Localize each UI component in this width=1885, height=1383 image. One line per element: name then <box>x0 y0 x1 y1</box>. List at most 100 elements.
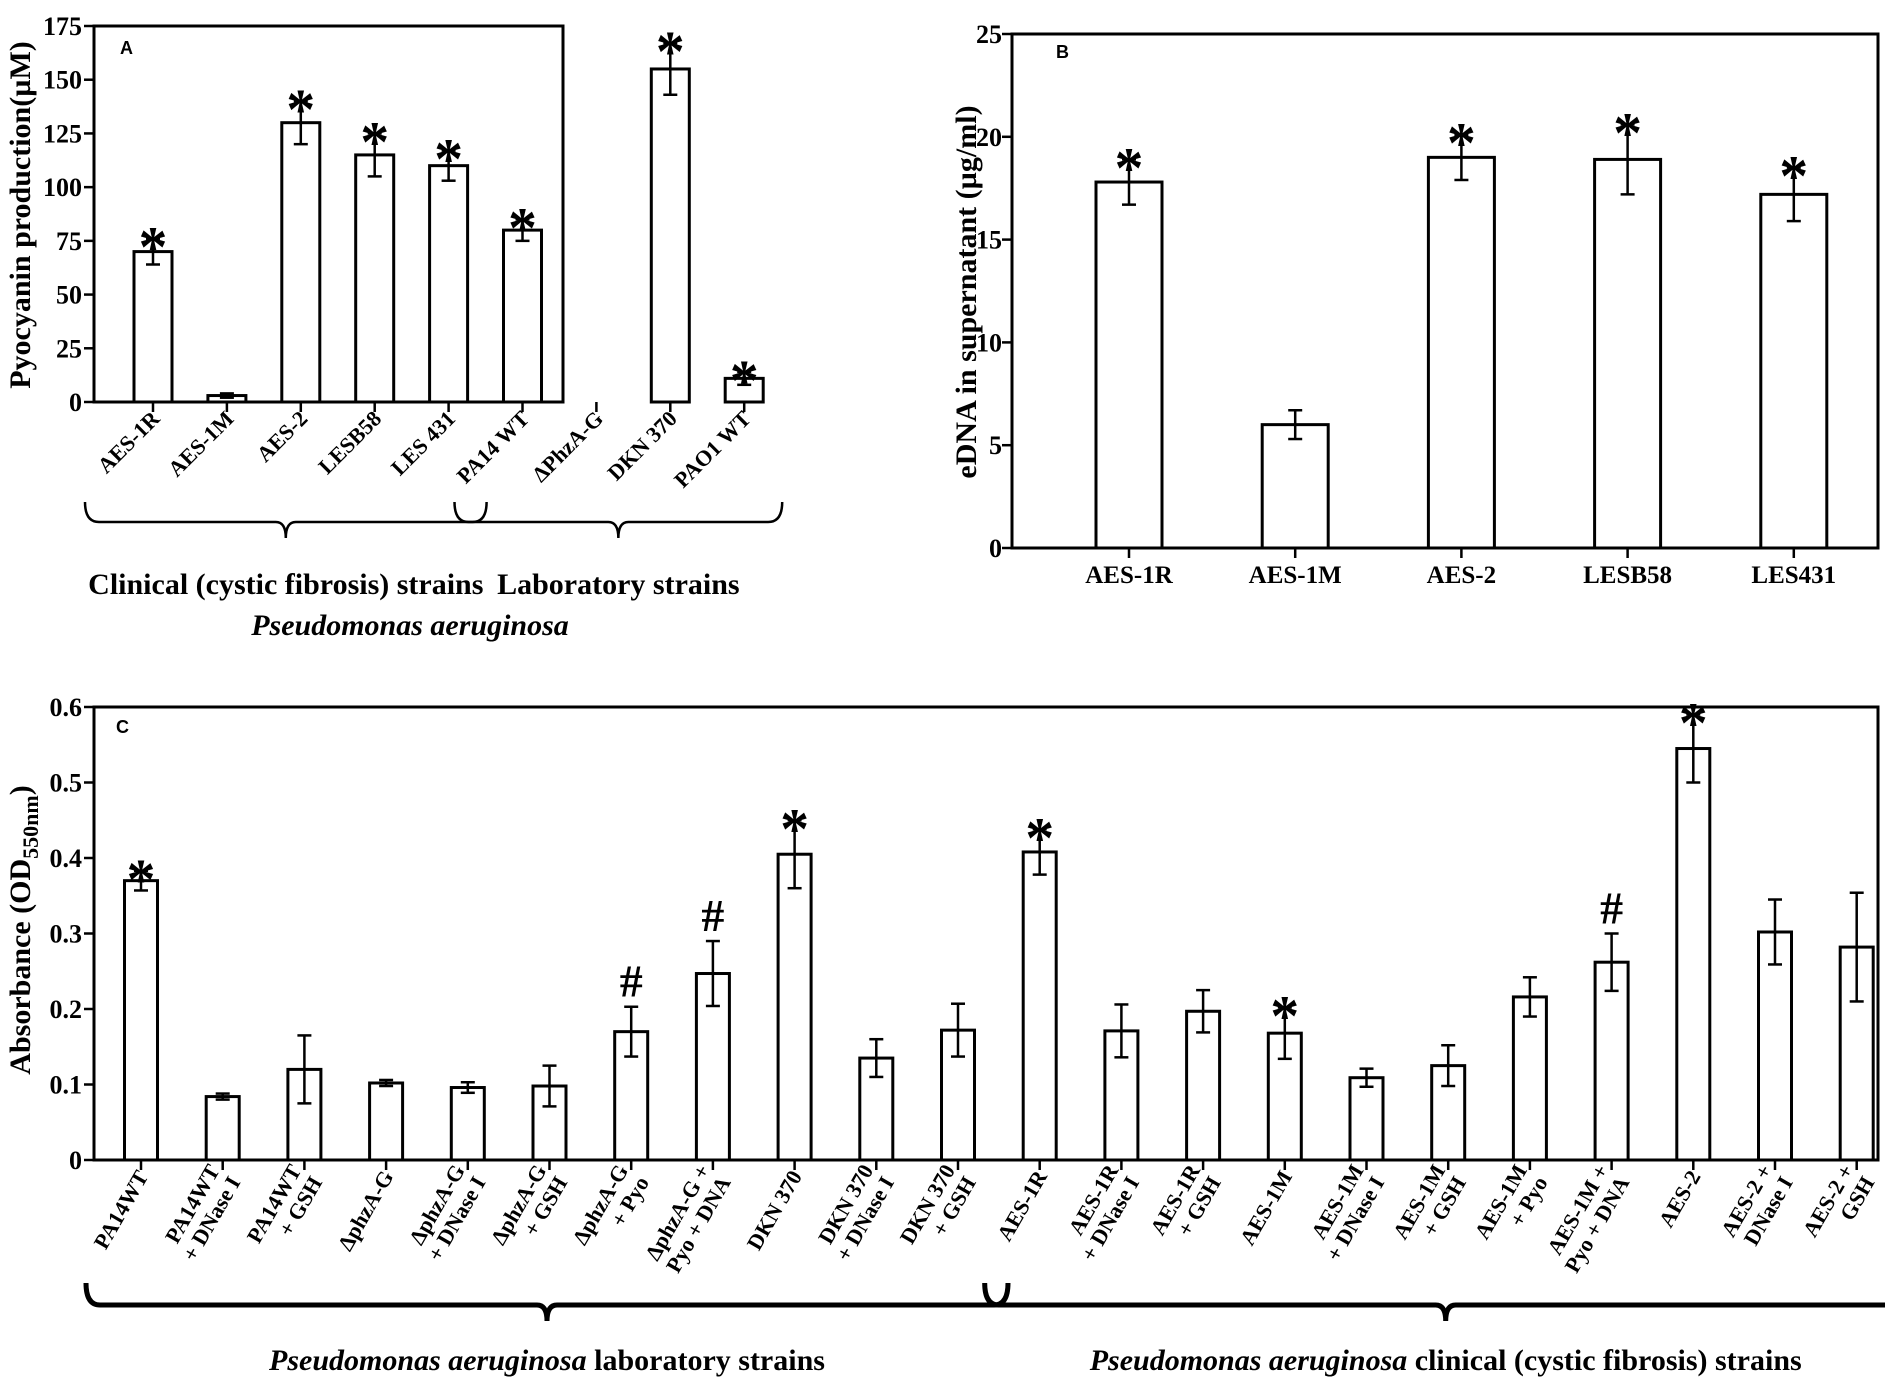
y-tick-label: 0.5 <box>50 769 83 798</box>
y-tick-label: 0 <box>989 534 1002 563</box>
y-tick-label: 0.2 <box>50 995 83 1024</box>
category-label: AES-2 <box>251 406 312 467</box>
significance-mark: * <box>286 77 315 142</box>
category-label: DKN 370+ DNase I <box>810 1160 899 1265</box>
category-label: ΔphzA-G+ Pyo <box>567 1160 654 1261</box>
category-label: AES-2 +DNase I <box>1716 1160 1798 1253</box>
bar <box>1260 423 1330 550</box>
panel-label: C <box>116 717 129 737</box>
category-label: AES-1R <box>992 1165 1053 1245</box>
significance-mark: * <box>656 19 685 84</box>
group-label: Laboratory strains <box>497 568 740 601</box>
group-label: Pseudomonas aeruginosa clinical (cystic … <box>1089 1344 1802 1377</box>
category-label: AES-1M <box>163 406 239 482</box>
significance-mark: * <box>780 796 809 861</box>
category-label: AES-1M <box>1249 562 1342 589</box>
bar <box>123 879 159 1162</box>
significance-mark: # <box>620 956 643 1007</box>
category-label: AES-2 <box>1427 562 1496 589</box>
category-label: PA14WT+ DNase I <box>156 1160 245 1265</box>
y-tick-label: 15 <box>976 226 1002 255</box>
significance-mark: * <box>360 109 389 174</box>
y-tick-label: 175 <box>43 12 82 41</box>
category-label: AES-1R+ GSH <box>1145 1159 1226 1251</box>
bar <box>1348 1076 1385 1162</box>
y-tick-label: 0 <box>69 1146 82 1175</box>
group-label: Pseudomonas aeruginosa laboratory strain… <box>268 1344 825 1377</box>
category-label: AES-1M+ DNase I <box>1300 1160 1389 1265</box>
chart-panel-b: 0 5 10 15 20 25 eDNA in supernatant (µg/ml) B * A… <box>950 20 1880 589</box>
significance-mark: * <box>1115 135 1144 200</box>
category-label: AES-1M+ GSH <box>1388 1160 1471 1256</box>
category-label: LES431 <box>1751 562 1836 589</box>
category-label: ΔphzA-G +Pyo + DNA <box>640 1160 736 1277</box>
bar <box>280 121 322 404</box>
significance-mark: * <box>127 847 156 912</box>
bar <box>694 972 731 1162</box>
bar <box>1511 995 1548 1162</box>
bar <box>502 228 543 404</box>
category-label: AES-1R <box>1085 562 1173 589</box>
bar <box>449 1086 486 1162</box>
y-axis-label: Absorbance (OD550nm) <box>4 785 43 1074</box>
y-tick-label: 0 <box>69 388 82 417</box>
y-tick-label: 5 <box>989 431 1002 460</box>
y-tick-label: 100 <box>43 173 82 202</box>
y-tick-label: 0.4 <box>50 844 83 873</box>
category-label: AES-2 +GSH <box>1797 1160 1879 1253</box>
bar <box>649 67 691 404</box>
x-axis-label: Pseudomonas aeruginosa <box>250 609 569 642</box>
y-tick-label: 10 <box>976 328 1002 357</box>
y-tick-label: 0.1 <box>50 1071 83 1100</box>
y-tick-label: 20 <box>976 123 1002 152</box>
group-brace <box>453 501 784 539</box>
significance-mark: * <box>1447 111 1476 176</box>
bar <box>1426 155 1496 550</box>
y-tick-label: 25 <box>56 334 82 363</box>
y-tick-label: 150 <box>43 66 82 95</box>
plot-frame <box>92 24 565 404</box>
bar <box>1759 192 1829 550</box>
significance-mark: # <box>701 890 724 941</box>
y-tick-label: 125 <box>43 119 82 148</box>
significance-mark: # <box>1600 883 1623 934</box>
significance-mark: * <box>730 348 759 413</box>
category-label: LESB58 <box>1583 562 1672 589</box>
category-label: DKN 370 <box>742 1166 807 1254</box>
category-label: DKN 370+ GSH <box>895 1160 981 1260</box>
bar <box>428 164 470 404</box>
panel-label: B <box>1056 42 1069 62</box>
significance-mark: * <box>434 127 463 192</box>
bar <box>776 852 813 1162</box>
group-brace <box>982 1282 1885 1322</box>
significance-mark: * <box>1025 805 1054 870</box>
y-axis-label: Pyocyanin production(µM) <box>4 41 37 389</box>
bar <box>354 153 396 404</box>
panel-label: A <box>120 38 133 58</box>
group-brace <box>83 1282 1011 1322</box>
y-tick-label: 25 <box>976 20 1002 49</box>
bar <box>1094 180 1164 550</box>
category-label: LESB58 <box>313 406 386 479</box>
category-label: ΔphzA-G <box>333 1166 399 1255</box>
significance-mark: * <box>139 215 168 280</box>
y-tick-label: 75 <box>56 227 82 256</box>
category-label: AES-2 <box>1653 1166 1705 1231</box>
group-label: Clinical (cystic fibrosis) strains <box>88 568 483 601</box>
category-label: PA14WT <box>88 1166 153 1254</box>
significance-mark: * <box>1679 691 1708 756</box>
category-label: PA14 WT <box>452 406 535 489</box>
y-axis-label: eDNA in supernatant (µg/ml) <box>950 105 983 478</box>
bar <box>1021 850 1058 1162</box>
y-tick-label: 0.3 <box>50 920 83 949</box>
category-label: AES-1M+ Pyo <box>1469 1160 1552 1256</box>
bar <box>1757 930 1793 1162</box>
y-tick-label: 50 <box>56 281 82 310</box>
bar <box>368 1081 405 1162</box>
category-label: PAO1 WT <box>669 406 756 493</box>
bar <box>1593 157 1663 550</box>
category-label: AES-1R <box>92 405 165 478</box>
category-label: AES-1R+ DNase I <box>1055 1159 1145 1265</box>
